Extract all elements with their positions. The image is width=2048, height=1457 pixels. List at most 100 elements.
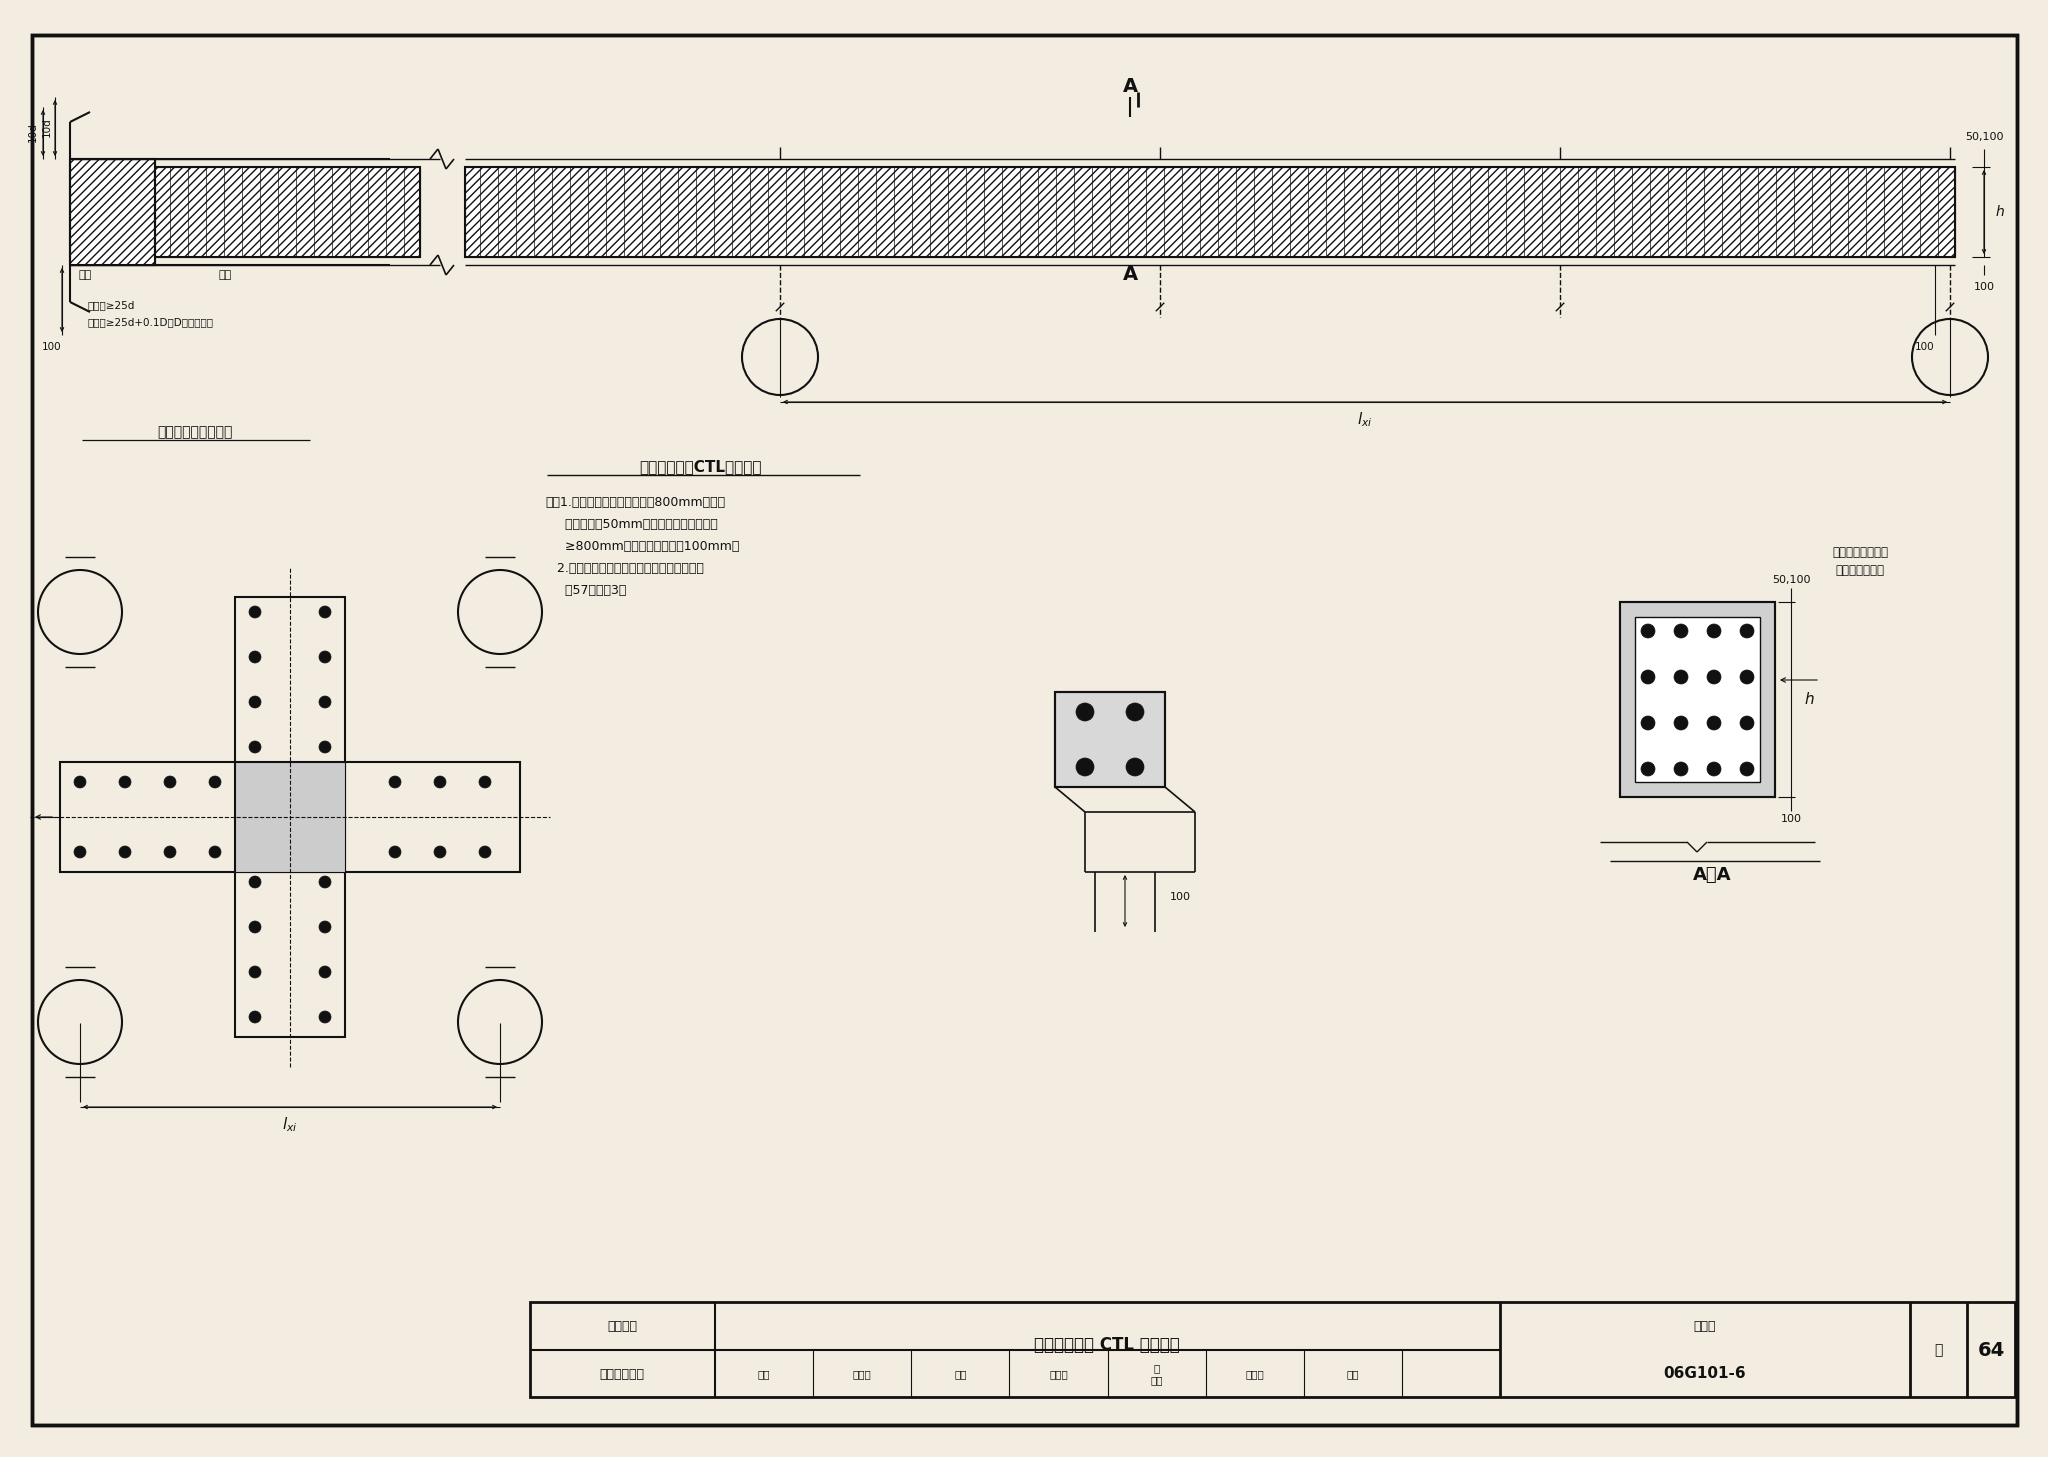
Circle shape (250, 651, 260, 663)
Text: 陈青来: 陈青来 (1245, 1370, 1264, 1378)
Circle shape (250, 606, 260, 618)
Circle shape (209, 777, 221, 788)
Circle shape (434, 847, 446, 858)
Circle shape (250, 1011, 260, 1023)
Text: 图集号: 图集号 (1694, 1320, 1716, 1333)
Text: h: h (1804, 692, 1815, 707)
Text: 校对: 校对 (954, 1370, 967, 1378)
Text: 页: 页 (1933, 1343, 1942, 1356)
Text: 10d: 10d (43, 117, 51, 137)
Circle shape (1673, 762, 1688, 777)
Text: 100: 100 (43, 342, 61, 353)
Text: 100: 100 (1780, 814, 1802, 825)
Circle shape (1673, 670, 1688, 683)
Circle shape (1741, 762, 1753, 777)
Text: 单排桩承台梁 CTL 配筋构造: 单排桩承台梁 CTL 配筋构造 (1034, 1336, 1180, 1354)
Text: A: A (1122, 265, 1137, 284)
Bar (1055, 692, 1165, 787)
Text: 第57页的注3。: 第57页的注3。 (545, 583, 627, 596)
Bar (236, 597, 344, 1037)
Circle shape (319, 966, 332, 978)
Circle shape (1706, 624, 1720, 638)
Circle shape (1741, 670, 1753, 683)
Text: ≥800mm时，桩顶嵌入承台100mm。: ≥800mm时，桩顶嵌入承台100mm。 (545, 539, 739, 552)
Bar (70, 159, 156, 265)
Circle shape (319, 696, 332, 708)
Circle shape (479, 847, 492, 858)
Text: 局
设计: 局 设计 (1151, 1364, 1163, 1384)
Circle shape (119, 777, 131, 788)
Circle shape (74, 847, 86, 858)
Circle shape (1640, 762, 1655, 777)
Circle shape (1741, 624, 1753, 638)
Bar (465, 168, 1956, 256)
Circle shape (1640, 670, 1655, 683)
Circle shape (250, 921, 260, 932)
Text: A－A: A－A (1694, 865, 1731, 884)
Circle shape (1741, 715, 1753, 730)
Circle shape (319, 606, 332, 618)
Bar (530, 1303, 2015, 1397)
Text: 50,100: 50,100 (1772, 576, 1810, 586)
Circle shape (319, 876, 332, 887)
Text: 审核: 审核 (758, 1370, 770, 1378)
Circle shape (1075, 758, 1094, 777)
Circle shape (1640, 715, 1655, 730)
Circle shape (209, 847, 221, 858)
Text: 承台梁端部钒筋构造: 承台梁端部钒筋构造 (158, 425, 233, 439)
Text: 第二部分: 第二部分 (606, 1320, 637, 1333)
Text: 单排框承台梁CTL钒筋构造: 单排框承台梁CTL钒筋构造 (639, 459, 762, 475)
Bar (465, 168, 1956, 256)
Text: A: A (1122, 77, 1137, 96)
Circle shape (1673, 624, 1688, 638)
Bar (156, 168, 420, 256)
Text: $l_{xi}$: $l_{xi}$ (1358, 411, 1372, 430)
Text: 陈劲嵩: 陈劲嵩 (852, 1370, 872, 1378)
Circle shape (389, 847, 401, 858)
Bar (1620, 602, 1776, 797)
Circle shape (434, 777, 446, 788)
Circle shape (1706, 715, 1720, 730)
Bar (1055, 692, 1165, 787)
Bar (236, 762, 344, 871)
Bar (1634, 616, 1759, 782)
Text: 100: 100 (1974, 283, 1995, 291)
Circle shape (74, 777, 86, 788)
Text: 06G101-6: 06G101-6 (1663, 1367, 1747, 1381)
Bar (156, 168, 420, 256)
Circle shape (1706, 762, 1720, 777)
Circle shape (1673, 715, 1688, 730)
Circle shape (1126, 702, 1145, 721)
Circle shape (319, 651, 332, 663)
Text: 侧面纵筋的配置详: 侧面纵筋的配置详 (1833, 545, 1888, 558)
Circle shape (164, 777, 176, 788)
Circle shape (250, 876, 260, 887)
Circle shape (319, 921, 332, 932)
Circle shape (1075, 702, 1094, 721)
Circle shape (250, 966, 260, 978)
Text: 标准构造详图: 标准构造详图 (600, 1368, 645, 1380)
Circle shape (250, 696, 260, 708)
Text: 方桩：≥25d: 方桩：≥25d (88, 300, 135, 310)
Circle shape (119, 847, 131, 858)
Text: 2.承台梁拉筋的直径、间距、布置要求详见: 2.承台梁拉筋的直径、间距、布置要求详见 (545, 561, 705, 574)
Text: 签名: 签名 (1348, 1370, 1360, 1378)
Text: 64: 64 (1978, 1340, 2005, 1359)
Circle shape (389, 777, 401, 788)
Circle shape (1640, 624, 1655, 638)
Text: 垫层: 垫层 (78, 270, 92, 280)
Text: 100: 100 (1169, 892, 1190, 902)
Text: 50,100: 50,100 (1964, 133, 2003, 141)
Circle shape (1126, 758, 1145, 777)
Text: 100: 100 (1915, 342, 1935, 353)
Text: h: h (1995, 205, 2005, 219)
Circle shape (479, 777, 492, 788)
Circle shape (1706, 670, 1720, 683)
Text: 见具体工程设计: 见具体工程设计 (1835, 564, 1884, 577)
Circle shape (319, 742, 332, 753)
Circle shape (319, 1011, 332, 1023)
Text: $l_{xi}$: $l_{xi}$ (283, 1116, 297, 1135)
Text: 刘其祥: 刘其祥 (1049, 1370, 1067, 1378)
Text: 10d: 10d (29, 122, 39, 141)
Text: 垫层: 垫层 (219, 270, 231, 280)
